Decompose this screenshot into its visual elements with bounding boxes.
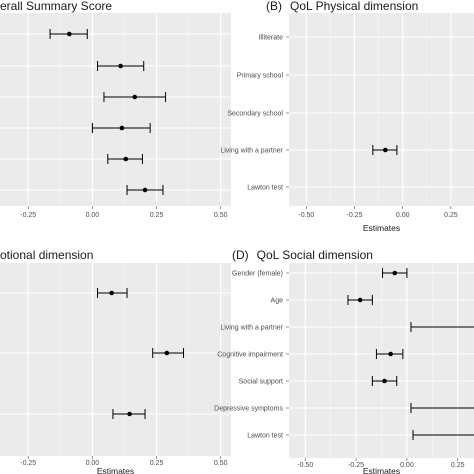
estimate-point bbox=[118, 63, 123, 69]
panel-title: (D) QoL Social dimension bbox=[232, 248, 373, 262]
estimate-point bbox=[382, 378, 387, 384]
panel-background bbox=[289, 13, 474, 206]
estimates-layer bbox=[97, 288, 185, 419]
panel-2: (B) QoL Physical dimension -0.50 -0.25 0.00 0… bbox=[220, 0, 474, 233]
estimates-layer bbox=[347, 268, 474, 440]
x-tick-label: 0.25 bbox=[150, 460, 164, 467]
y-category-label: Illiterate bbox=[258, 35, 283, 42]
panel-label: (B) bbox=[266, 0, 282, 13]
estimates-layer bbox=[372, 145, 398, 155]
x-tick-label: 0.00 bbox=[396, 212, 410, 219]
y-category-label: Age bbox=[271, 298, 284, 305]
panel-title-text: QoL Physical dimension bbox=[290, 0, 418, 13]
panel-background bbox=[0, 13, 231, 206]
panel-background bbox=[0, 263, 231, 456]
panel-title-text: QoL Social dimension bbox=[257, 248, 373, 262]
x-axis-label: Estimates bbox=[363, 223, 400, 233]
estimate-point bbox=[388, 351, 393, 357]
x-axis-label: Estimates bbox=[363, 466, 400, 474]
x-tick-label: -0.50 bbox=[297, 462, 313, 469]
y-category-label: Lawton test bbox=[247, 433, 283, 440]
estimate-point bbox=[127, 411, 132, 417]
x-tick-label: 0.25 bbox=[150, 212, 164, 219]
x-tick-label: 0.00 bbox=[86, 460, 100, 467]
y-category-label: Living with a partner bbox=[220, 325, 283, 332]
y-category-label: Secondary school bbox=[227, 111, 283, 118]
x-tick-label: -0.25 bbox=[20, 460, 36, 467]
estimate-point bbox=[109, 290, 114, 296]
x-tick-label: 0.00 bbox=[86, 212, 100, 219]
x-tick-label: -0.25 bbox=[347, 212, 363, 219]
y-category-label: Living with a partner bbox=[220, 148, 283, 155]
x-tick-label: 0.25 bbox=[444, 212, 458, 219]
panel-3: otional dimension -0.25 0.00 0.25 0.50 Estima… bbox=[0, 248, 231, 474]
estimate-point bbox=[132, 94, 138, 100]
panel-4: (D) QoL Social dimension -0.50 -0.25 0.00 0.2… bbox=[214, 248, 474, 474]
estimate-point bbox=[142, 187, 148, 193]
estimate-point bbox=[164, 350, 170, 356]
x-axis-label: Estimates bbox=[97, 466, 134, 474]
y-category-label: Gender (female) bbox=[232, 271, 283, 278]
x-tick-label: 0.50 bbox=[214, 212, 228, 219]
estimate-point bbox=[392, 270, 398, 276]
panel-title: otional dimension bbox=[0, 248, 93, 262]
estimates-layer bbox=[49, 29, 167, 195]
x-tick-label: -0.25 bbox=[348, 462, 364, 469]
estimate-point bbox=[123, 156, 129, 162]
y-category-label: Social support bbox=[239, 379, 283, 386]
estimate-point bbox=[67, 31, 72, 37]
y-category-label: Lawton test bbox=[247, 185, 283, 192]
panel-title: (B) QoL Physical dimension bbox=[266, 0, 418, 13]
x-tick-label: 0.00 bbox=[400, 462, 414, 469]
estimate-point bbox=[119, 125, 125, 131]
estimate-point bbox=[357, 297, 363, 303]
x-tick-label: -0.50 bbox=[298, 212, 314, 219]
x-tick-label: 0.50 bbox=[214, 460, 228, 467]
y-category-label: Depressive symptoms bbox=[214, 406, 283, 413]
x-tick-label: -0.25 bbox=[20, 212, 36, 219]
estimate-point bbox=[383, 147, 388, 153]
y-category-label: Cognitive impairment bbox=[217, 352, 283, 359]
panel-title: erall Summary Score bbox=[0, 0, 112, 13]
panel-1: erall Summary Score -0.25 0.00 0.25 0.50 bbox=[0, 0, 231, 219]
panel-label: (D) bbox=[232, 248, 249, 262]
y-category-label: Primary school bbox=[237, 73, 284, 80]
x-tick-label: 0.25 bbox=[451, 462, 465, 469]
